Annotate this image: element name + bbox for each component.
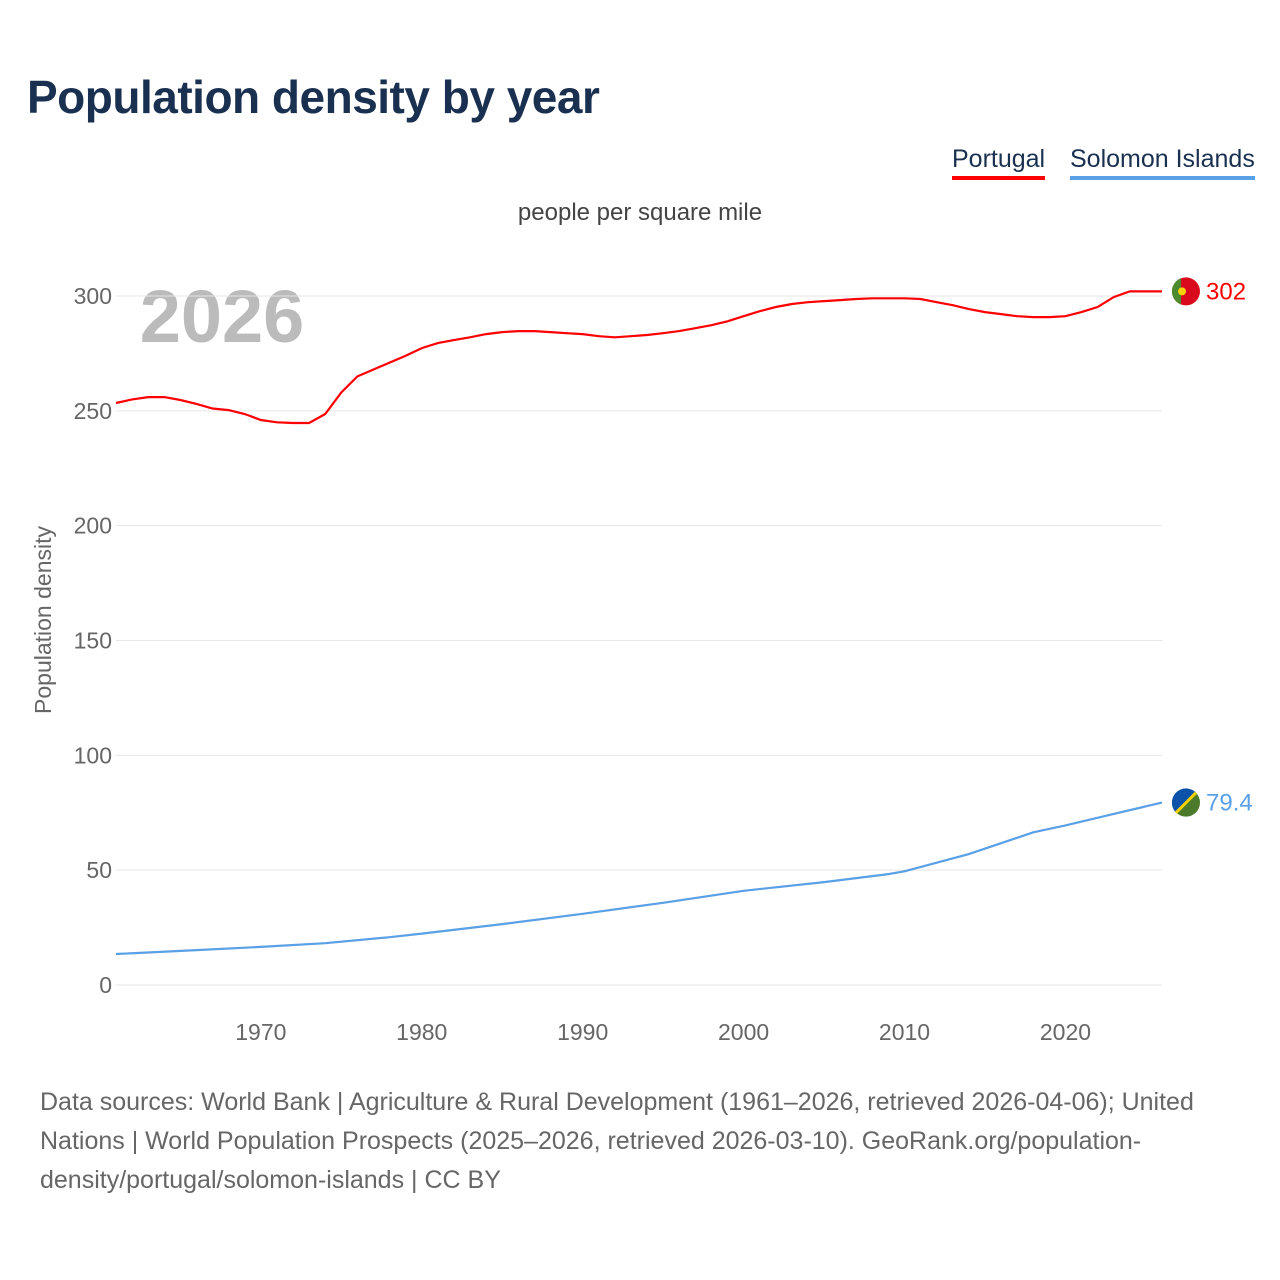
chart-title: Population density by year: [27, 71, 600, 123]
end-value-label: 302: [1206, 278, 1246, 305]
series-line-portugal: [115, 290, 1162, 425]
x-tick-label: 1980: [396, 1019, 447, 1045]
y-tick-label: 50: [86, 857, 112, 883]
solomon-flag-blue: [1171, 788, 1196, 813]
portugal-flag-green: [1171, 278, 1181, 305]
x-tick-label: 1970: [235, 1019, 286, 1045]
y-tick-label: 300: [74, 283, 112, 309]
end-value-label: 79.4: [1206, 790, 1253, 817]
y-tick-label: 150: [74, 628, 112, 654]
x-tick-label: 1990: [557, 1019, 608, 1045]
x-tick-label: 2020: [1040, 1019, 1091, 1045]
legend-portugal[interactable]: Portugal: [952, 145, 1046, 180]
portugal-flag-emblem: [1178, 287, 1186, 296]
chart-subtitle: people per square mile: [518, 199, 762, 226]
x-tick-label: 2010: [879, 1019, 930, 1045]
data-sources: Data sources: World Bank | Agriculture &…: [40, 1088, 1194, 1194]
y-tick-label: 0: [99, 972, 112, 998]
y-tick-label: 250: [74, 398, 112, 424]
year-label: 2026: [140, 275, 305, 358]
y-tick-label: 100: [74, 742, 112, 768]
y-axis-label: Population density: [30, 526, 56, 714]
solomon-flag-stripe: [1174, 791, 1198, 814]
legend-solomon-islands[interactable]: Solomon Islands: [1070, 145, 1255, 180]
y-tick-label: 200: [74, 513, 112, 539]
x-tick-label: 2000: [718, 1019, 769, 1045]
series-line-solomon-islands: [115, 801, 1163, 956]
